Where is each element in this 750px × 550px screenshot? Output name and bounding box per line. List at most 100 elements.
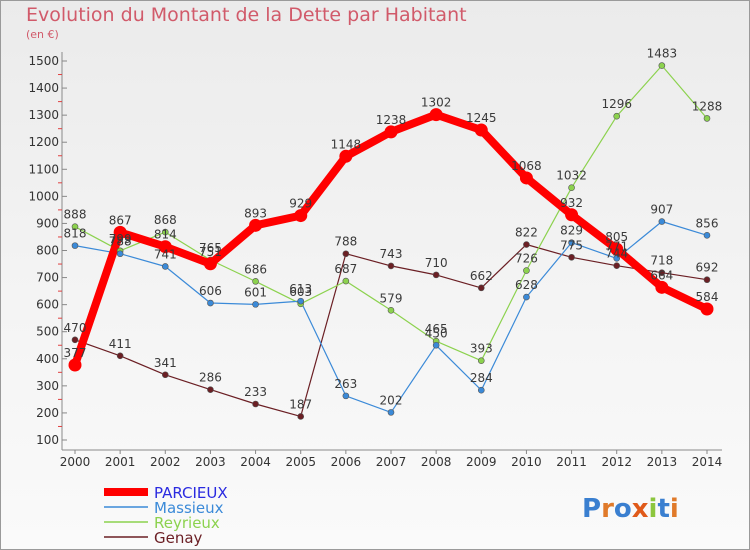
data-label: 613 — [289, 282, 312, 296]
x-tick-label: 2010 — [511, 455, 542, 469]
data-label: 788 — [334, 235, 357, 249]
x-tick-label: 2004 — [240, 455, 271, 469]
data-label: 692 — [696, 261, 719, 275]
data-point — [116, 250, 124, 258]
proxiti-logo: Proxiti — [582, 494, 679, 524]
data-label: 718 — [650, 254, 673, 268]
data-point — [523, 241, 530, 248]
y-tick-label: 900 — [36, 216, 59, 230]
data-point — [71, 336, 79, 344]
data-label: 893 — [244, 206, 267, 220]
data-label: 450 — [425, 326, 448, 340]
data-label: 202 — [380, 393, 403, 407]
data-point — [158, 240, 172, 254]
y-tick-label: 300 — [36, 379, 59, 393]
y-tick-label: 1100 — [28, 162, 59, 176]
data-label: 1068 — [511, 159, 542, 173]
data-point — [610, 242, 624, 256]
data-label: 628 — [515, 278, 538, 292]
data-point — [387, 262, 395, 270]
chart-title: Evolution du Montant de la Dette par Hab… — [26, 4, 467, 26]
data-point — [429, 108, 443, 122]
data-point — [613, 262, 621, 269]
data-label: 856 — [696, 216, 719, 230]
data-label: 868 — [154, 213, 177, 227]
data-label: 579 — [380, 291, 403, 305]
data-label: 771 — [605, 239, 628, 253]
data-point — [658, 62, 666, 69]
data-label: 710 — [425, 256, 448, 270]
data-point — [568, 184, 575, 191]
data-point — [700, 302, 714, 316]
data-point — [387, 307, 395, 314]
data-label: 341 — [154, 356, 177, 370]
x-tick-label: 2008 — [421, 455, 452, 469]
data-point — [474, 123, 488, 137]
data-label: 929 — [289, 197, 312, 211]
data-point — [339, 149, 353, 163]
data-label: 662 — [470, 269, 493, 283]
data-point — [161, 228, 169, 236]
y-tick-label: 1300 — [28, 108, 59, 122]
x-tick-label: 2014 — [692, 455, 723, 469]
data-label: 1032 — [556, 169, 587, 183]
data-label: 888 — [64, 208, 87, 222]
data-point — [477, 357, 485, 364]
data-labels: 4704113412862331877887437106628227757447… — [64, 47, 723, 412]
data-label: 1302 — [421, 96, 452, 110]
chart-axes: 100 200 300 400 500 600 700 800 900 1000 1100 1200 1… — [28, 52, 722, 469]
data-point — [71, 242, 79, 249]
x-tick-label: 2013 — [647, 455, 678, 469]
y-tick-label: 1000 — [28, 189, 59, 203]
x-tick-label: 2007 — [376, 455, 407, 469]
data-point — [568, 239, 575, 246]
x-tick-label: 2009 — [466, 455, 497, 469]
data-point — [249, 218, 263, 232]
data-point — [207, 299, 214, 307]
data-label: 465 — [425, 322, 448, 336]
data-label: 393 — [470, 342, 493, 356]
x-tick-label: 2001 — [105, 455, 136, 469]
data-label: 744 — [605, 247, 628, 261]
x-tick-label: 2012 — [601, 455, 632, 469]
y-tick-label: 1200 — [28, 135, 59, 149]
x-tick-label: 2006 — [331, 455, 362, 469]
data-point — [294, 209, 308, 223]
y-tick-label: 500 — [36, 325, 59, 339]
data-label: 233 — [244, 385, 267, 399]
x-tick-label: 2011 — [556, 455, 587, 469]
data-point — [703, 115, 711, 122]
data-label: 814 — [154, 228, 177, 242]
data-point — [477, 386, 485, 394]
data-point — [655, 280, 669, 294]
data-label: 1245 — [466, 111, 497, 125]
data-point — [384, 125, 398, 139]
data-point — [523, 267, 530, 274]
data-label: 686 — [244, 262, 267, 276]
data-label: 741 — [154, 247, 177, 261]
data-label: 1483 — [647, 47, 678, 61]
data-label: 263 — [334, 377, 357, 391]
data-point — [613, 112, 621, 120]
x-tick-label: 2005 — [285, 455, 316, 469]
data-label: 867 — [109, 213, 132, 227]
data-point — [523, 293, 530, 301]
data-point — [568, 253, 575, 261]
data-point — [116, 352, 124, 360]
data-label: 726 — [515, 252, 538, 266]
legend-label-reyrieux: Reyrieux — [154, 514, 220, 532]
data-point — [703, 232, 711, 239]
data-label: 751 — [199, 245, 222, 259]
data-point — [342, 392, 350, 400]
data-label: 932 — [560, 196, 583, 210]
data-label: 907 — [650, 203, 673, 217]
data-label: 805 — [605, 230, 628, 244]
data-label: 1148 — [331, 137, 362, 151]
y-tick-label: 600 — [36, 298, 59, 312]
data-label: 377 — [64, 346, 87, 360]
data-point — [703, 276, 711, 284]
data-label: 765 — [199, 241, 222, 255]
y-tick-label: 100 — [36, 433, 59, 447]
